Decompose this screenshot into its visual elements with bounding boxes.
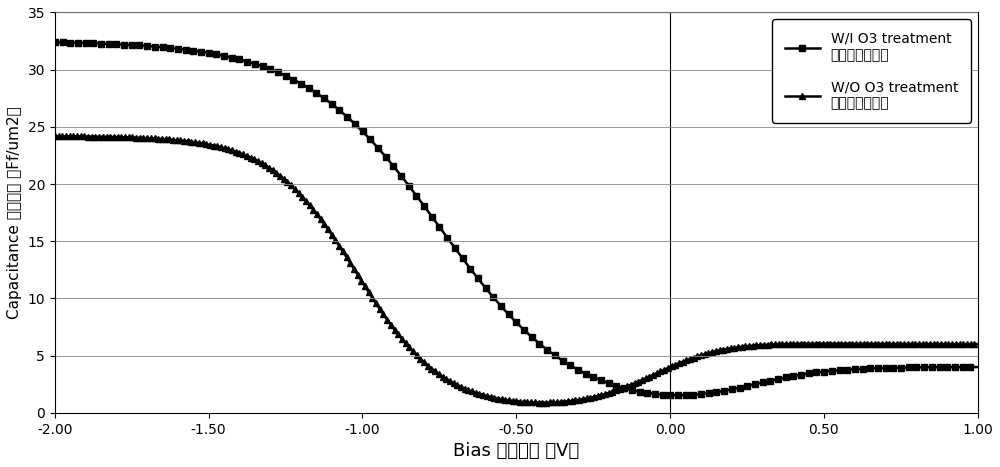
Legend: W/I O3 treatment
（实施例数据）, W/O O3 treatment
（对比例数据）: W/I O3 treatment （实施例数据）, W/O O3 treatme… xyxy=(772,20,971,123)
X-axis label: Bias （电压） （V）: Bias （电压） （V） xyxy=(453,442,579,460)
Y-axis label: Capacitance （电容） （Ff/um2）: Capacitance （电容） （Ff/um2） xyxy=(7,106,22,319)
